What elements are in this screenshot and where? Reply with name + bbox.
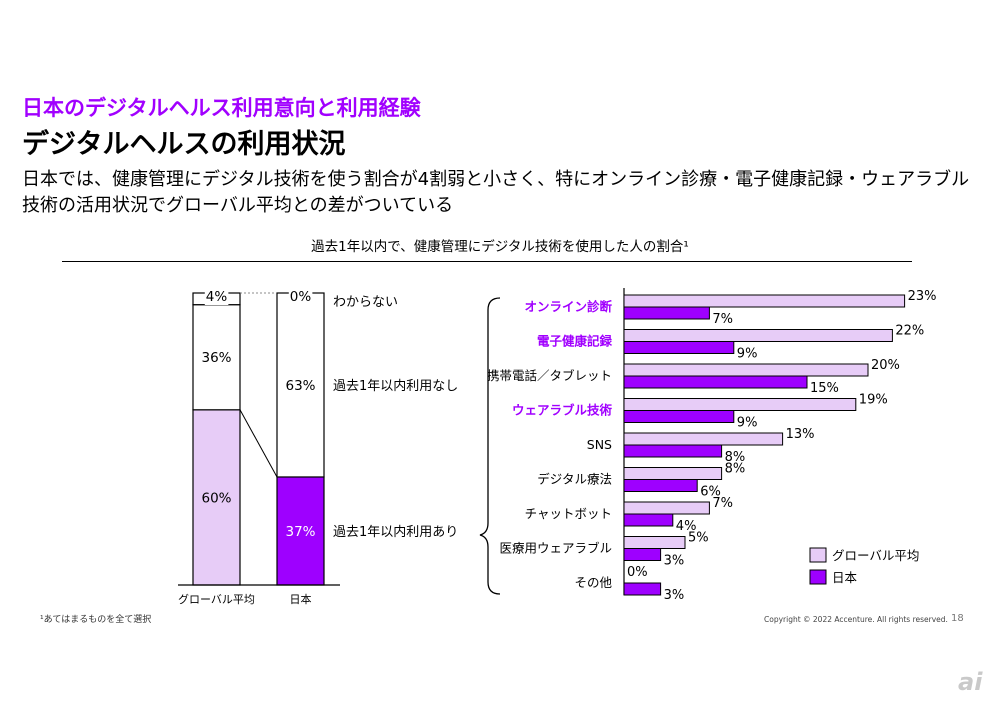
japan-value-label: 8% xyxy=(725,450,746,465)
copyright-text: Copyright © 2022 Accenture. All rights r… xyxy=(764,615,948,624)
stacked-value-label: 0% xyxy=(290,289,312,305)
hbar-category-label: デジタル療法 xyxy=(537,472,612,487)
watermark-logo: ai xyxy=(958,668,983,696)
page-number: 18 xyxy=(951,613,964,624)
japan-value-label: 9% xyxy=(737,416,758,431)
slide-kicker: 日本のデジタルヘルス利用意向と利用経験 xyxy=(22,96,421,120)
global-value-label: 13% xyxy=(786,427,815,442)
hbar-category-label: 携帯電話／タブレット xyxy=(487,368,612,383)
label-backdrop xyxy=(204,289,229,305)
hbar-category-label: ウェアラブル技術 xyxy=(512,403,613,418)
legend-swatch xyxy=(809,569,827,585)
stacked-value-label: 36% xyxy=(201,350,231,366)
hbar-category-label: その他 xyxy=(574,575,612,590)
japan-value-label: 6% xyxy=(700,485,721,500)
global-value-label: 22% xyxy=(895,324,924,339)
stacked-value-label: 4% xyxy=(206,289,228,305)
stacked-category-label: グローバル平均 xyxy=(178,592,255,606)
connector-line xyxy=(239,409,278,478)
global-bar xyxy=(623,501,710,515)
global-value-label: 19% xyxy=(859,393,888,408)
bracket-brace xyxy=(479,297,501,595)
stacked-series-label: わからない xyxy=(333,295,398,310)
japan-bar xyxy=(623,306,710,320)
japan-bar xyxy=(623,582,662,596)
chart-title: 過去1年以内で、健康管理にデジタル技術を使用した人の割合¹ xyxy=(311,239,689,255)
japan-bar xyxy=(623,548,662,561)
stacked-segment-1-1 xyxy=(276,292,325,478)
hbar-category-label: SNS xyxy=(587,437,612,452)
stacked-category-label: 日本 xyxy=(290,592,312,606)
global-value-label: 0% xyxy=(627,565,648,580)
global-value-label: 7% xyxy=(712,496,733,511)
stacked-segment-1-0 xyxy=(276,476,325,586)
global-value-label: 8% xyxy=(725,462,746,477)
japan-bar xyxy=(623,513,674,527)
legend-swatch xyxy=(809,547,827,563)
chart-title-rule xyxy=(62,261,912,262)
global-bar xyxy=(623,294,906,308)
lead-text-line-2: 技術の活用状況でグローバル平均との差がついている xyxy=(22,195,454,216)
global-value-label: 20% xyxy=(871,358,900,373)
global-value-label: 23% xyxy=(908,289,937,304)
global-bar xyxy=(623,432,784,446)
japan-value-label: 15% xyxy=(810,381,839,396)
global-bar xyxy=(623,363,869,377)
legend-label: 日本 xyxy=(832,570,858,585)
stacked-series-label: 過去1年以内利用あり xyxy=(333,524,458,540)
japan-bar xyxy=(623,375,808,389)
global-bar xyxy=(623,536,686,549)
stacked-segment-0-1 xyxy=(192,304,241,411)
japan-value-label: 3% xyxy=(664,588,685,603)
japan-value-label: 9% xyxy=(737,347,758,362)
legend-label: グローバル平均 xyxy=(832,548,919,563)
slide-title: デジタルヘルスの利用状況 xyxy=(22,129,346,160)
global-bar xyxy=(623,329,893,342)
japan-value-label: 3% xyxy=(664,554,685,569)
japan-bar xyxy=(623,341,735,354)
japan-bar xyxy=(623,410,735,423)
japan-value-label: 7% xyxy=(712,312,733,327)
hbar-category-label: オンライン診断 xyxy=(524,299,612,314)
japan-bar xyxy=(623,444,723,458)
label-backdrop xyxy=(288,289,313,305)
global-bar xyxy=(623,398,857,411)
hbar-category-label: 電子健康記録 xyxy=(537,334,613,349)
stacked-value-label: 37% xyxy=(285,524,315,540)
global-bar xyxy=(623,467,723,480)
stacked-value-label: 63% xyxy=(285,378,315,394)
japan-bar xyxy=(623,479,698,492)
japan-value-label: 4% xyxy=(676,519,697,534)
stacked-series-label: 過去1年以内利用なし xyxy=(333,378,458,394)
hbar-category-label: 医療用ウェアラブル xyxy=(499,541,612,556)
lead-text-line-1: 日本では、健康管理にデジタル技術を使う割合が4割弱と小さく、特にオンライン診療・… xyxy=(22,169,970,190)
stacked-value-label: 60% xyxy=(201,490,231,506)
stacked-segment-0-0 xyxy=(192,409,241,586)
hbar-category-label: チャットボット xyxy=(525,506,612,521)
global-value-label: 5% xyxy=(688,531,709,546)
footnote: ¹あてはまるものを全て選択 xyxy=(40,615,152,625)
